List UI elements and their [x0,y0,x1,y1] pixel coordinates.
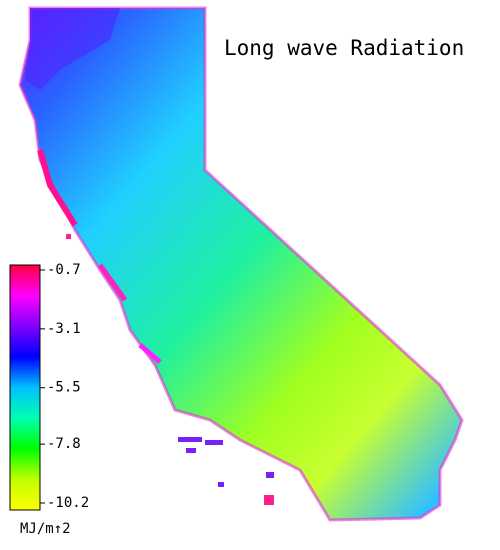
colorbar-tick-label: -7.8 [47,436,81,452]
coast-highlight [138,343,162,364]
coast-highlight [97,263,128,302]
coast-highlight [37,149,78,227]
colorbar-tick-label: -0.7 [47,262,81,278]
colorbar-tick-label: -10.2 [47,495,89,511]
colorbar [9,264,41,511]
islands [66,234,274,505]
state-area [18,6,464,522]
island [218,482,224,487]
island [178,437,202,442]
island [264,495,274,505]
colorbar-tick-label: -5.5 [47,380,81,396]
colorbar-unit: MJ/m↑2 [20,521,71,537]
north-region [25,8,120,90]
island [205,440,223,445]
island [66,234,71,239]
island [266,472,274,478]
colorbar-tick-label: -3.1 [47,321,81,337]
california-map [18,6,464,522]
island [186,448,196,453]
map-title: Long wave Radiation [224,36,464,60]
